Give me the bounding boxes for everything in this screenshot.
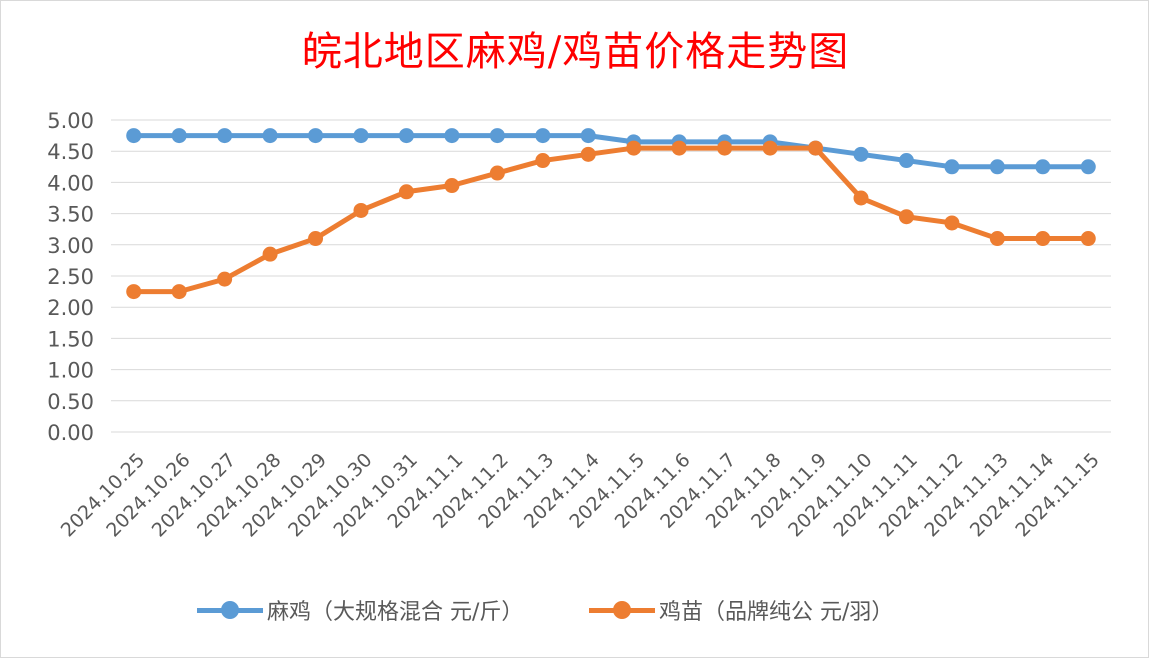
legend-item-maji[interactable]: 麻鸡（大规格混合 元/斤） [197,593,523,627]
y-tick-label: 5.00 [47,109,94,133]
data-point-s0 [944,159,960,175]
data-point-s0 [126,128,142,144]
data-point-s0 [444,128,460,144]
data-point-s1 [580,146,596,162]
data-point-s0 [1080,159,1096,175]
data-point-s1 [398,184,414,200]
data-point-s0 [898,153,914,169]
data-point-s1 [898,209,914,225]
chart-title: 皖北地区麻鸡/鸡苗价格走势图 [301,29,850,75]
data-point-s0 [580,128,596,144]
data-point-s0 [398,128,414,144]
data-point-s1 [626,140,642,156]
legend-swatch-maji [197,593,263,627]
data-point-s0 [489,128,505,144]
data-point-s0 [171,128,187,144]
data-point-s0 [853,146,869,162]
data-point-s1 [1080,231,1096,247]
data-point-s1 [762,140,778,156]
y-tick-label: 3.50 [47,203,94,227]
data-point-s1 [126,284,142,300]
y-tick-label: 2.50 [47,265,94,289]
data-point-s1 [308,231,324,247]
y-tick-label: 4.50 [47,140,94,164]
data-point-s1 [535,153,551,169]
data-point-s1 [444,178,460,194]
legend-swatch-jimiao [589,593,655,627]
data-point-s1 [217,271,233,287]
data-point-s1 [808,140,824,156]
data-point-s0 [217,128,233,144]
y-tick-label: 1.00 [47,359,94,383]
data-point-s1 [353,202,369,218]
y-tick-label: 1.50 [47,327,94,351]
y-tick-label: 0.00 [47,421,94,445]
legend-label-maji: 麻鸡（大规格混合 元/斤） [267,600,524,625]
data-point-s1 [717,140,733,156]
data-point-s1 [1035,231,1051,247]
series-line-0 [131,133,1091,170]
y-tick-label: 3.00 [47,234,94,258]
data-point-s0 [535,128,551,144]
data-point-s1 [989,231,1005,247]
y-tick-label: 2.00 [47,296,94,320]
data-point-s1 [262,246,278,262]
data-point-s0 [308,128,324,144]
data-point-s0 [262,128,278,144]
data-point-s1 [853,190,869,206]
data-point-s1 [171,284,187,300]
legend-label-jimiao: 鸡苗（品牌纯公 元/羽） [659,600,894,625]
series-line-1 [131,145,1091,295]
data-point-s0 [989,159,1005,175]
data-point-s1 [671,140,687,156]
data-point-s1 [944,215,960,231]
y-tick-label: 0.50 [47,390,94,414]
data-point-s1 [489,165,505,181]
legend-item-jimiao[interactable]: 鸡苗（品牌纯公 元/羽） [589,593,893,627]
data-point-s0 [1035,159,1051,175]
data-point-s0 [353,128,369,144]
y-tick-label: 4.00 [47,171,94,195]
